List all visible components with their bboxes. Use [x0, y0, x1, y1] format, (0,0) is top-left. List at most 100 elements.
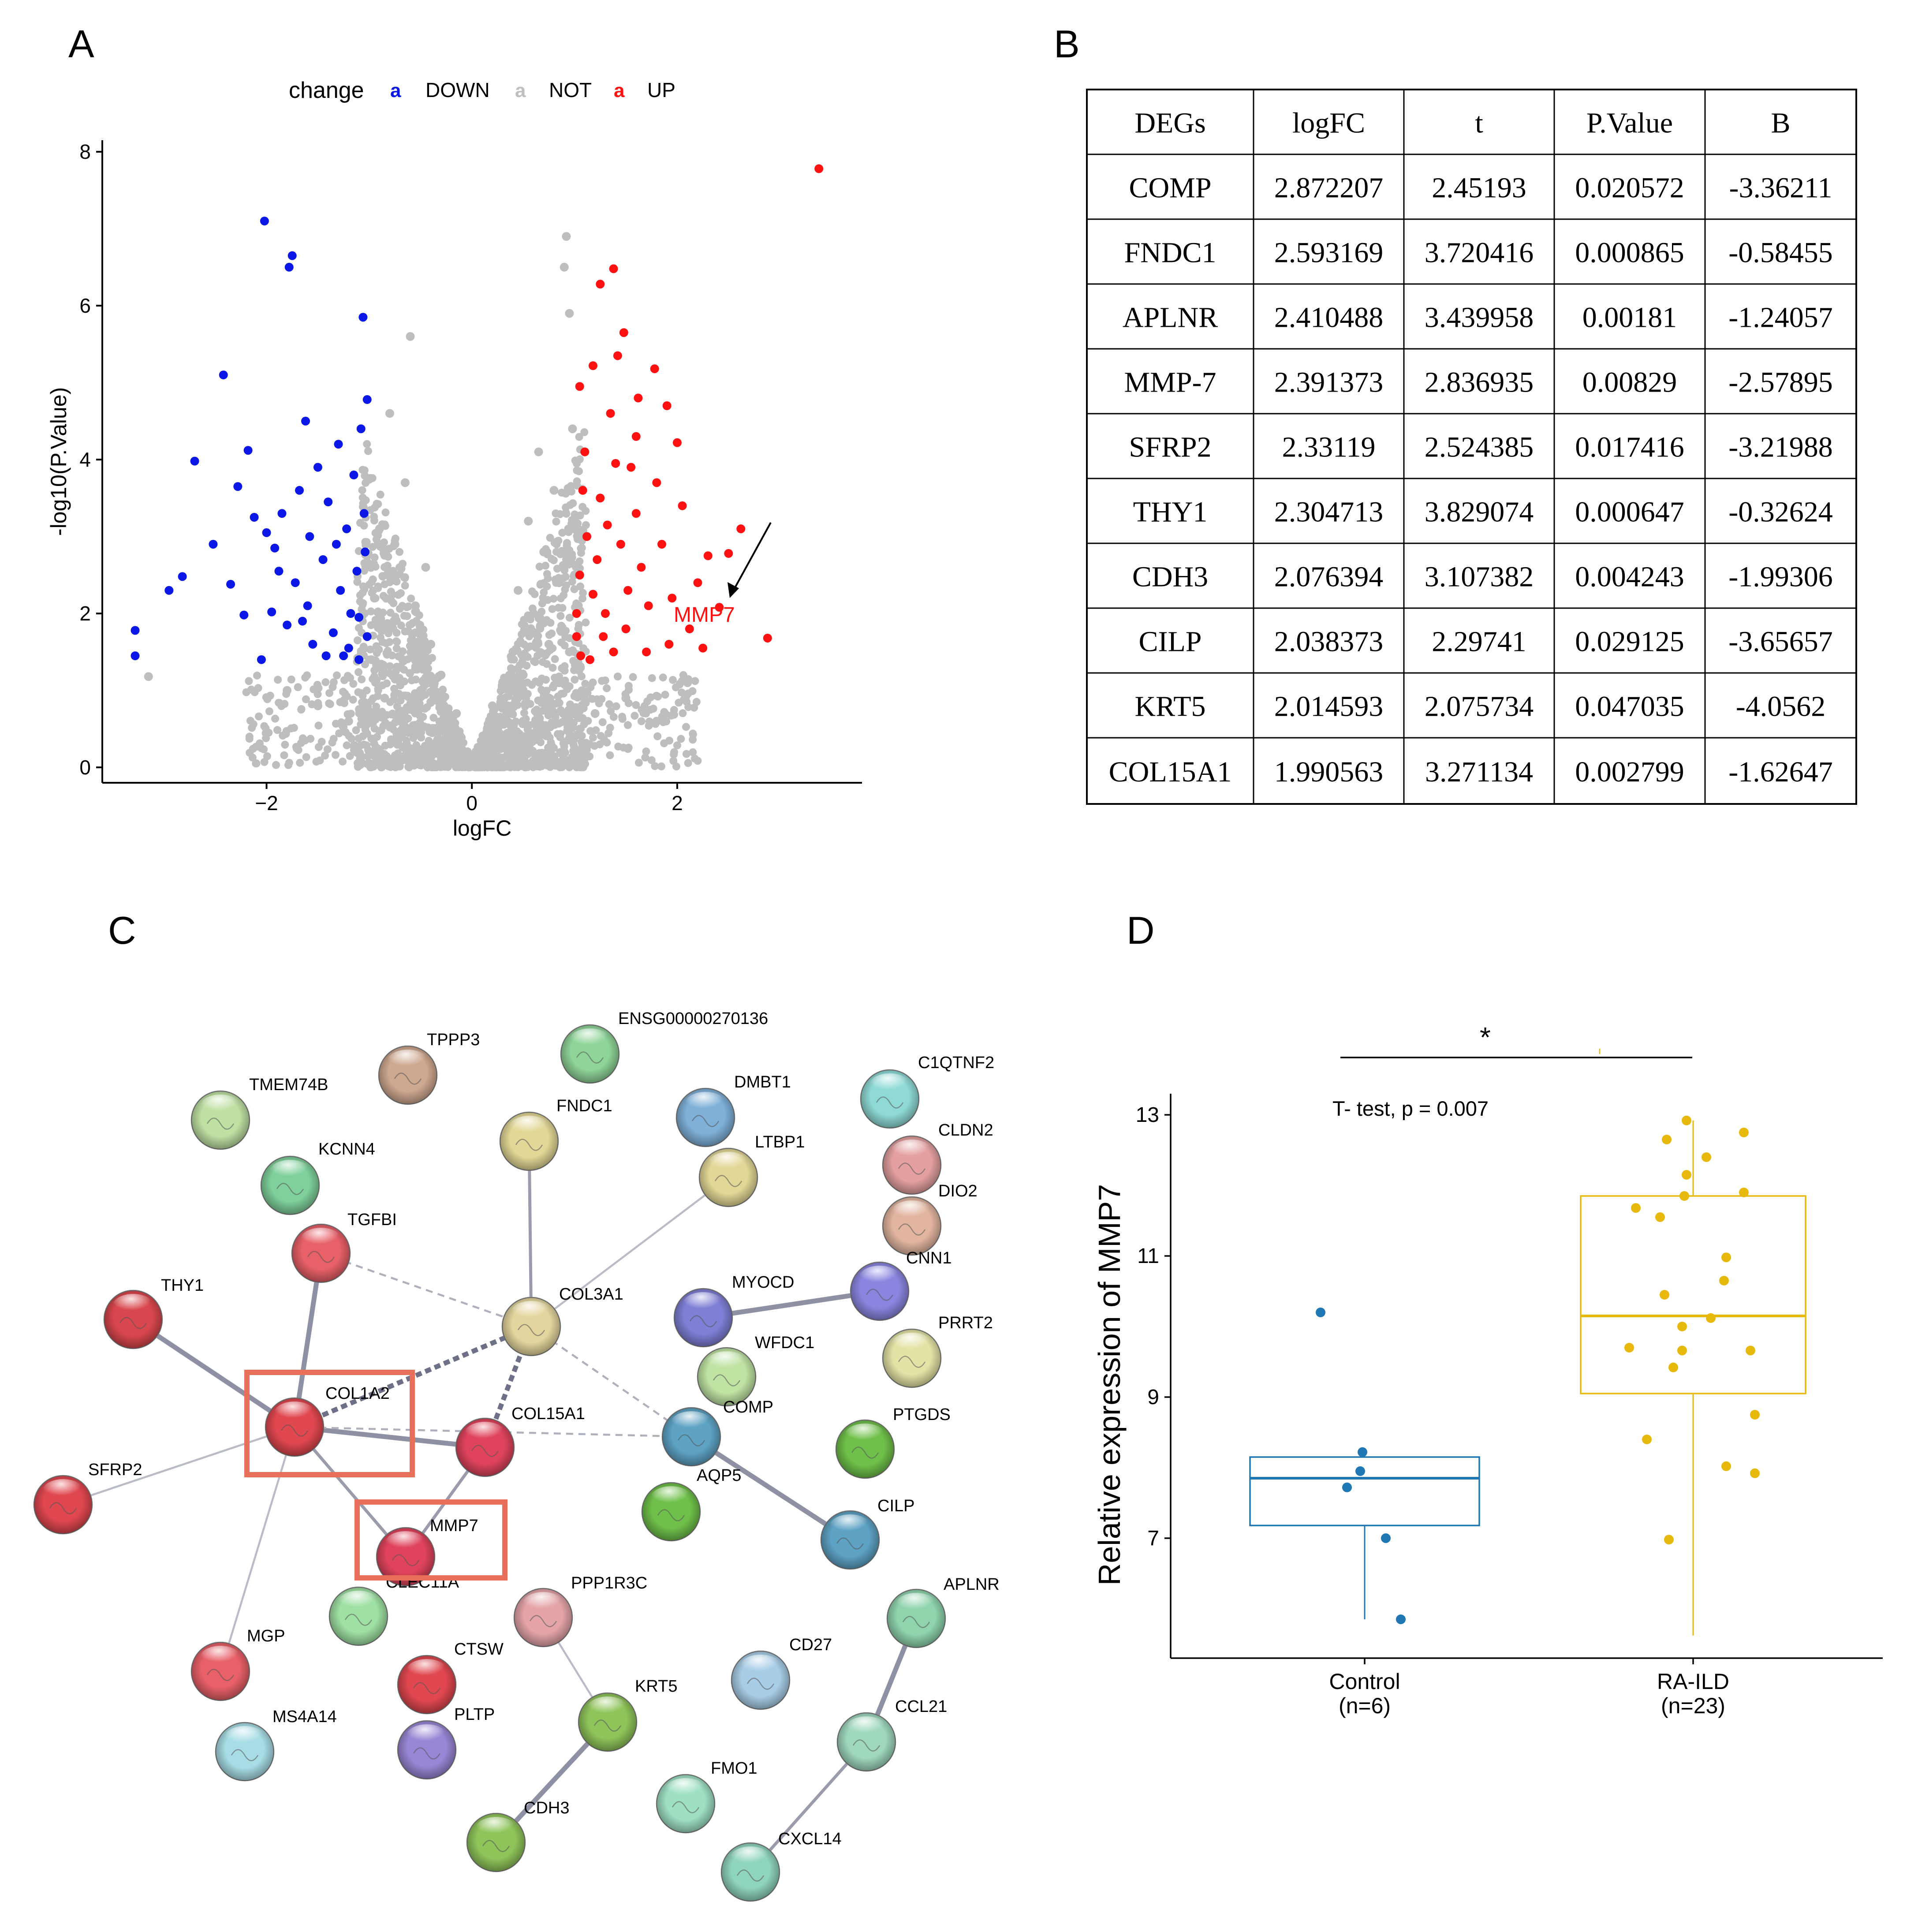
- point-down: [318, 555, 328, 564]
- node-ppp1r3c[interactable]: PPP1R3C: [513, 1574, 647, 1648]
- ns-dot: [501, 744, 509, 753]
- ns-dot: [564, 528, 573, 536]
- node-ltbp1[interactable]: LTBP1: [698, 1133, 805, 1207]
- node-fmo1[interactable]: FMO1: [656, 1759, 757, 1834]
- ns-dot: [397, 564, 406, 573]
- node-label: MYOCD: [732, 1273, 794, 1292]
- ns-dot: [386, 609, 395, 617]
- ns-dot: [456, 731, 464, 740]
- node-gloss: [200, 1095, 241, 1117]
- node-tmem74b[interactable]: TMEM74B: [190, 1076, 328, 1150]
- node-kcnn4[interactable]: KCNN4: [260, 1140, 375, 1215]
- node-pltp[interactable]: PLTP: [397, 1705, 495, 1780]
- node-cdh3[interactable]: CDH3: [466, 1799, 569, 1872]
- point-control: [1396, 1614, 1406, 1624]
- ns-dot: [531, 753, 539, 762]
- point-up: [582, 532, 591, 541]
- node-mgp[interactable]: MGP: [190, 1627, 285, 1701]
- node-ctsw[interactable]: CTSW: [397, 1640, 504, 1715]
- ns-dot: [360, 559, 369, 567]
- node-ms4a14[interactable]: MS4A14: [215, 1708, 337, 1782]
- y-tick-label: 6: [79, 294, 91, 317]
- ns-dot: [558, 529, 567, 537]
- ns-dot: [266, 691, 274, 700]
- ns-dot: [354, 624, 363, 632]
- node-col15a1[interactable]: COL15A1: [455, 1405, 585, 1477]
- point-up: [693, 578, 702, 587]
- node-ccl21[interactable]: CCL21: [836, 1697, 947, 1772]
- node-comp[interactable]: COMP: [661, 1398, 773, 1467]
- node-gloss: [270, 1160, 310, 1183]
- node-c1qtnf2[interactable]: C1QTNF2: [860, 1054, 994, 1129]
- ns-dot: [595, 699, 603, 707]
- ns-dot: [414, 710, 423, 718]
- node-aplnr[interactable]: APLNR: [886, 1575, 1000, 1648]
- point-control: [1316, 1308, 1325, 1317]
- point-up: [572, 609, 581, 618]
- ns-dot: [342, 728, 350, 736]
- point-down: [190, 456, 199, 466]
- node-structure-glyph: [902, 1616, 930, 1628]
- ns-dot: [441, 740, 449, 748]
- node-structure-glyph: [529, 1615, 557, 1627]
- node-structure-glyph: [713, 1374, 741, 1386]
- node-myocd[interactable]: MYOCD: [673, 1273, 794, 1348]
- point-not: [529, 609, 538, 618]
- point-up: [575, 382, 584, 391]
- ns-dot: [567, 482, 575, 490]
- edge-comp-cilp: [690, 1435, 851, 1542]
- node-clec11a[interactable]: CLEC11A: [328, 1573, 459, 1646]
- node-tgfbi[interactable]: TGFBI: [291, 1211, 397, 1283]
- node-dio2[interactable]: DIO2: [882, 1182, 978, 1256]
- node-ensg[interactable]: ENSG00000270136: [560, 1009, 768, 1084]
- node-cnn1[interactable]: CNN1: [850, 1249, 952, 1321]
- ns-dot: [422, 677, 431, 685]
- node-cilp[interactable]: CILP: [820, 1497, 914, 1570]
- point-not: [370, 594, 379, 603]
- ns-dot: [552, 540, 561, 549]
- ns-dot: [260, 758, 269, 766]
- node-mmp7[interactable]: MMP7: [376, 1517, 478, 1587]
- node-aqp5[interactable]: AQP5: [641, 1466, 741, 1542]
- node-prrt2[interactable]: PRRT2: [882, 1314, 993, 1388]
- node-col1a2[interactable]: COL1A2: [265, 1384, 390, 1457]
- node-cxcl14[interactable]: CXCL14: [720, 1830, 842, 1902]
- node-cldn2[interactable]: CLDN2: [882, 1121, 993, 1195]
- node-fndc1[interactable]: FNDC1: [499, 1097, 612, 1171]
- node-ptgds[interactable]: PTGDS: [835, 1405, 951, 1479]
- node-dmbt1[interactable]: DMBT1: [675, 1073, 791, 1147]
- ns-dot: [358, 493, 367, 502]
- ns-dot: [520, 626, 528, 635]
- node-cd27[interactable]: CD27: [731, 1636, 832, 1710]
- point-not: [344, 717, 353, 726]
- point-down: [334, 440, 343, 449]
- node-wfdc1[interactable]: WFDC1: [697, 1334, 814, 1407]
- node-structure-glyph: [394, 1073, 422, 1085]
- node-gloss: [892, 1200, 932, 1223]
- volcano-legend: change a DOWN a NOT a UP: [289, 78, 675, 103]
- node-krt5[interactable]: KRT5: [578, 1677, 677, 1752]
- ns-dot: [540, 588, 548, 597]
- table-cell: 2.45193: [1432, 172, 1526, 204]
- point-up: [763, 633, 772, 643]
- point-not: [621, 694, 631, 703]
- node-col3a1[interactable]: COL3A1: [501, 1285, 623, 1357]
- node-gloss: [407, 1724, 447, 1747]
- ns-dot: [651, 762, 659, 770]
- point-ra-ild: [1682, 1115, 1691, 1125]
- point-up: [642, 647, 651, 657]
- point-down: [277, 509, 287, 518]
- node-sfrp2[interactable]: SFRP2: [33, 1461, 142, 1535]
- x-tick-label: 0: [466, 792, 478, 815]
- node-tppp3[interactable]: TPPP3: [378, 1031, 480, 1105]
- point-down: [362, 632, 372, 641]
- point-down: [332, 540, 341, 549]
- ns-dot: [571, 676, 579, 684]
- ns-dot: [504, 691, 513, 700]
- point-not: [555, 678, 564, 688]
- ns-dot: [392, 761, 400, 769]
- node-thy1[interactable]: THY1: [103, 1276, 204, 1349]
- ns-dot: [415, 695, 424, 703]
- table-cell: 3.720416: [1425, 237, 1534, 269]
- point-down: [356, 424, 366, 433]
